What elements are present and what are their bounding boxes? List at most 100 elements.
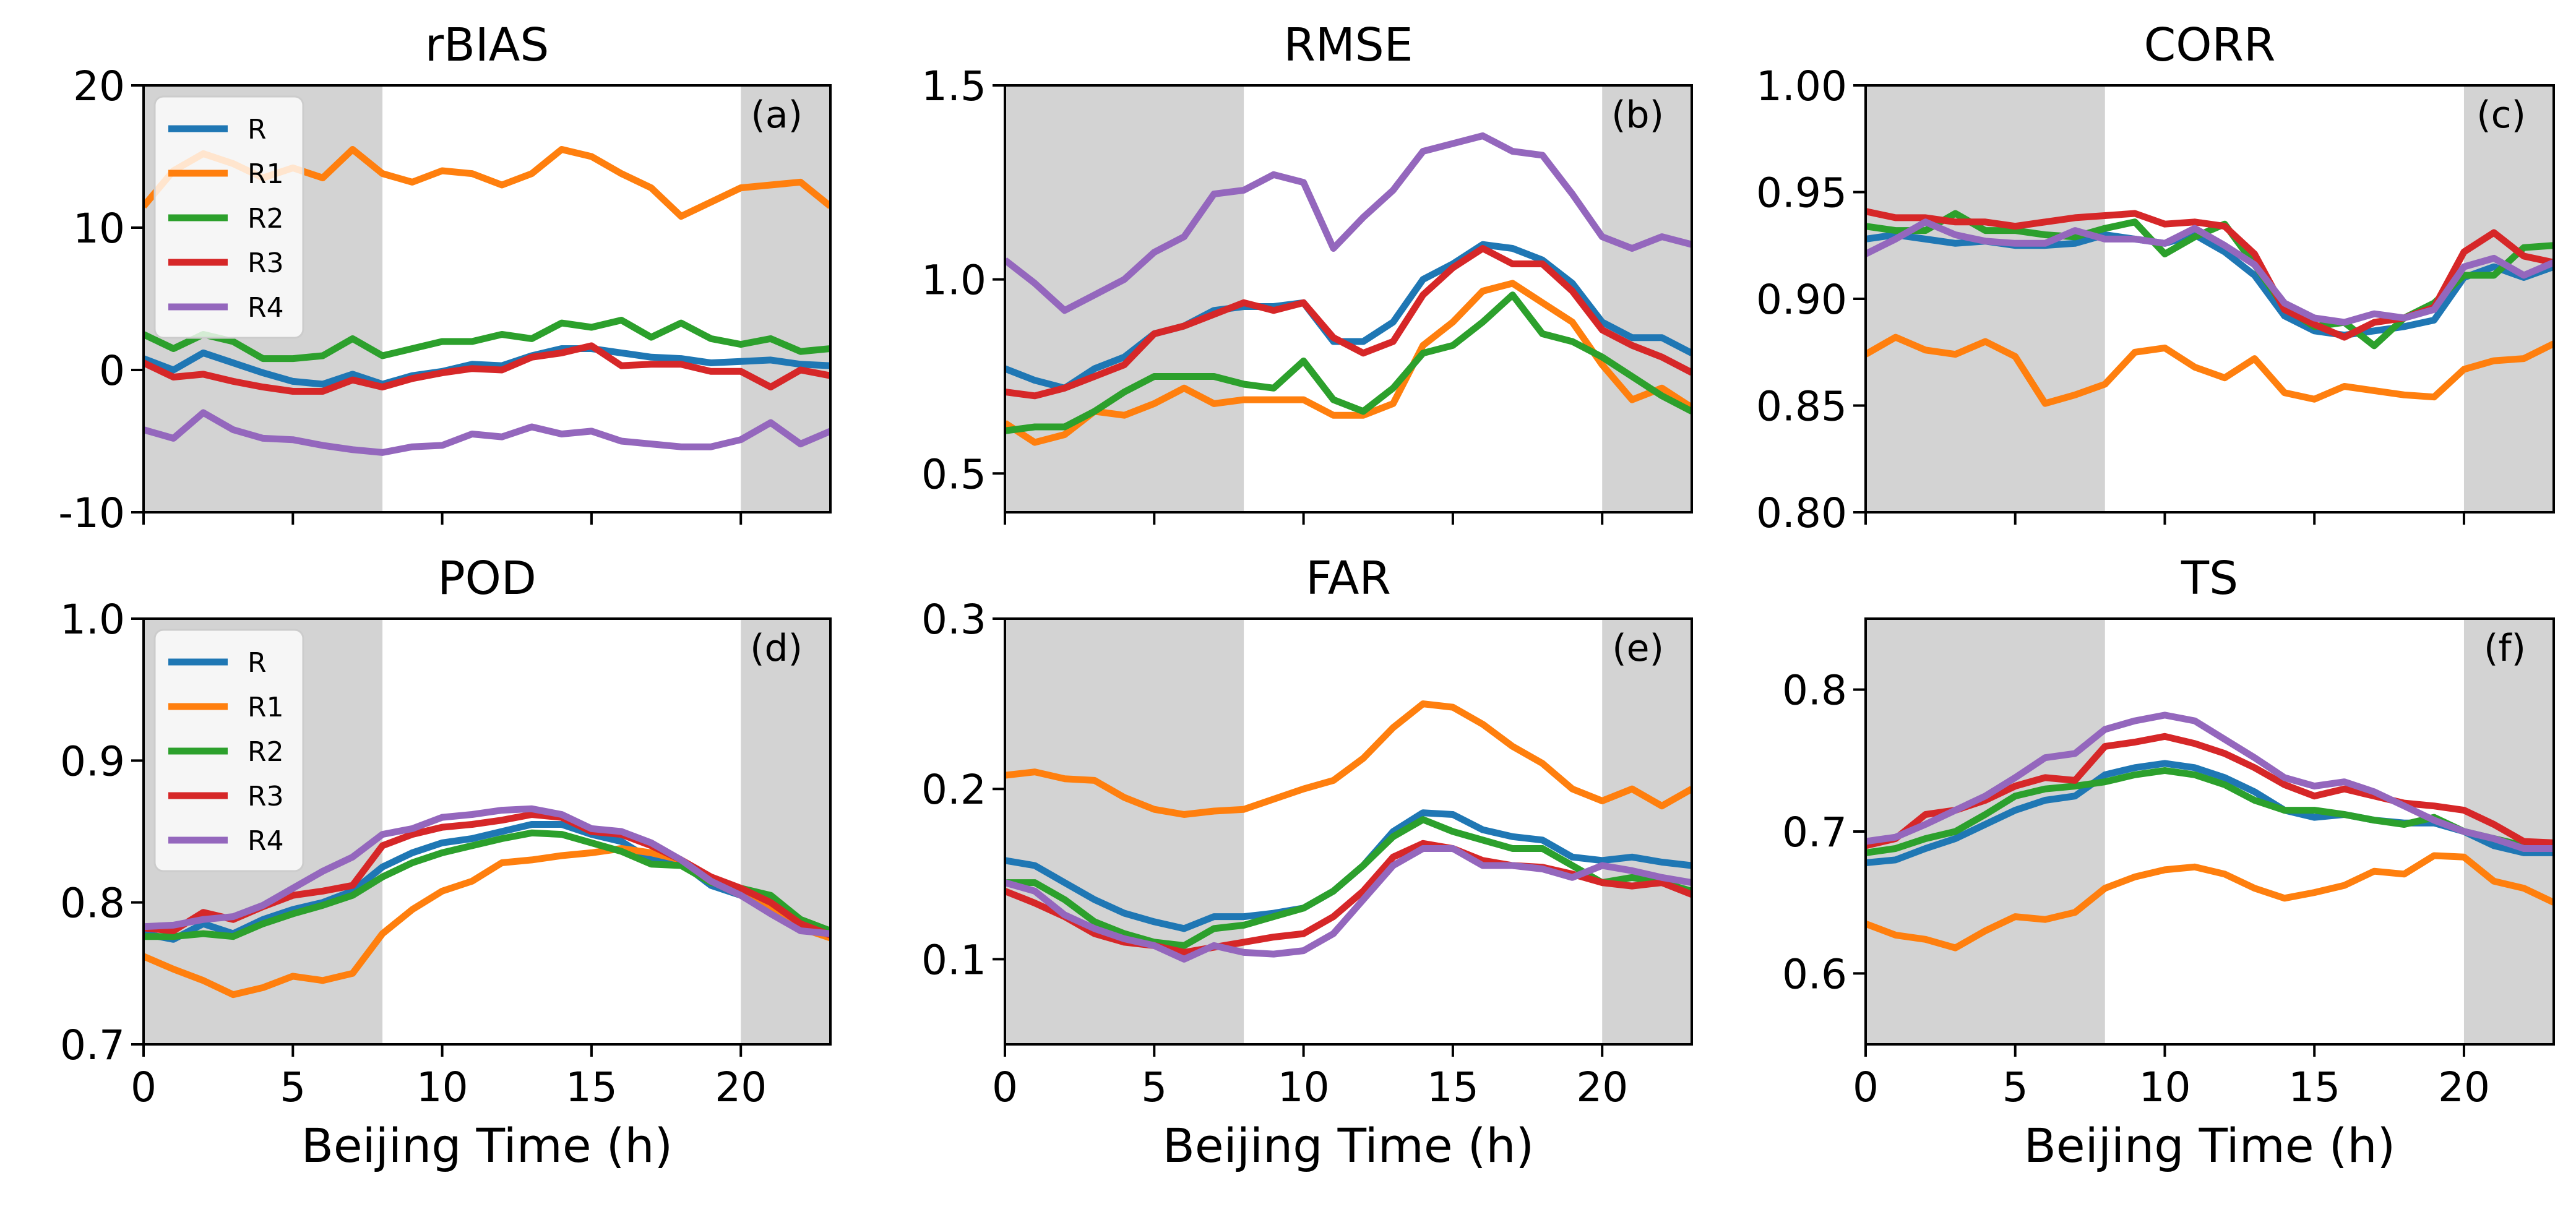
shaded-band: [1005, 85, 1244, 512]
y-tick-label: 0.7: [60, 1021, 125, 1069]
x-tick-label: 20: [2438, 1064, 2490, 1111]
series-line-r4: [1005, 845, 1692, 963]
y-tick-label: 0.2: [921, 766, 986, 814]
series-line-r3: [144, 342, 830, 395]
legend: R R1 R2 R3 R4: [153, 95, 304, 339]
legend-label: R3: [248, 247, 284, 279]
shaded-band: [741, 85, 830, 512]
legend-label: R2: [248, 203, 284, 234]
legend-label: R2: [248, 736, 284, 768]
panel-label: (c): [2476, 93, 2526, 137]
legend-label: R4: [248, 292, 284, 324]
y-tick-label: 0.5: [921, 450, 986, 498]
series-group: [144, 805, 830, 999]
y-tick-label: 0.6: [1782, 950, 1847, 998]
shaded-band: [741, 619, 830, 1044]
x-tick-label: 10: [2139, 1064, 2190, 1111]
axes-frame: [1004, 84, 1693, 514]
x-tick-label: 20: [1576, 1064, 1628, 1111]
axes-frame: [142, 84, 832, 514]
x-tick-label: 5: [1141, 1064, 1167, 1111]
y-tick-label: 0.1: [921, 936, 986, 984]
x-tick-label: 0: [1853, 1064, 1879, 1111]
legend-box: [153, 629, 304, 872]
x-tick-label: 5: [280, 1064, 306, 1111]
series-line-r2: [1005, 816, 1692, 949]
x-tick-label: 10: [416, 1064, 468, 1111]
x-tick-label: 15: [566, 1064, 618, 1111]
y-tick-label: 0.3: [921, 596, 986, 643]
panel-a: -10 0 10 20 rBIAS (a) R R1 R2 R3 R4: [58, 19, 832, 537]
x-tick-label: 5: [2002, 1064, 2028, 1111]
series-line-r1: [1866, 333, 2554, 407]
series-line-r2: [144, 317, 830, 363]
series-line-r1: [1866, 852, 2554, 952]
y-tick-label: 1.00: [1756, 62, 1847, 110]
legend: R R1 R2 R3 R4: [153, 629, 304, 872]
y-tick-label: 0.9: [60, 737, 125, 785]
y-tick-label: 0: [99, 347, 125, 395]
series-group: [1005, 700, 1692, 963]
shaded-band: [1602, 619, 1692, 1044]
legend-box: [153, 95, 304, 339]
series-line-r4: [1866, 218, 2554, 326]
series-group: [1866, 208, 2554, 407]
x-tick-label: 0: [992, 1064, 1018, 1111]
legend-label: R1: [248, 692, 284, 723]
legend-label: R: [248, 114, 267, 145]
panel-d: 0 5 10 15 20 0.7 0.8 0.9 1.0 POD (d) Beijing Time (…: [60, 552, 832, 1173]
panel-label: (e): [1612, 627, 1664, 670]
series-line-r4: [144, 805, 830, 937]
y-tick-label: 0.90: [1756, 276, 1847, 324]
y-tick-label: 0.8: [60, 880, 125, 927]
chart-title: FAR: [1306, 552, 1391, 605]
series-group: [1005, 132, 1692, 446]
y-tick-label: 0.95: [1756, 170, 1847, 217]
x-axis-label: Beijing Time (h): [1163, 1118, 1534, 1173]
series-line-r: [144, 345, 830, 388]
series-line-r2: [1005, 291, 1692, 434]
panel-e: 0 5 10 15 20 0.1 0.2 0.3 FAR (e) Beijing Time (h): [921, 552, 1693, 1173]
legend-label: R3: [248, 781, 284, 812]
chart-title: rBIAS: [425, 19, 549, 72]
y-tick-label: 10: [73, 205, 125, 252]
series-line-r4: [144, 409, 830, 456]
x-tick-label: 15: [1427, 1064, 1479, 1111]
panel-f: 0 5 10 15 20 0.6 0.7 0.8 TS (f) Beijing Time (h): [1782, 552, 2555, 1173]
x-tick-label: 10: [1278, 1064, 1330, 1111]
chart-title: RMSE: [1284, 19, 1413, 72]
y-tick-label: 1.0: [60, 596, 125, 643]
chart-title: CORR: [2144, 19, 2276, 72]
panel-b: 0.5 1.0 1.5 RMSE (b): [921, 19, 1693, 525]
y-tick-label: 1.0: [921, 257, 986, 304]
y-tick-label: 0.7: [1782, 809, 1847, 856]
x-axis-label: Beijing Time (h): [2024, 1118, 2395, 1173]
chart-title: POD: [437, 552, 536, 605]
y-tick-label: 1.5: [921, 62, 986, 110]
y-tick-label: 20: [73, 62, 125, 110]
shaded-band: [1602, 85, 1692, 512]
series-line-r1: [1005, 700, 1692, 818]
x-axis-label: Beijing Time (h): [301, 1118, 673, 1173]
shaded-band: [1005, 619, 1244, 1044]
series-line-r4: [1005, 132, 1692, 314]
x-tick-label: 20: [715, 1064, 767, 1111]
series-line-r: [1005, 241, 1692, 392]
y-tick-label: 0.85: [1756, 383, 1847, 431]
x-tick-label: 0: [131, 1064, 157, 1111]
panel-c: 0.80 0.85 0.90 0.95 1.00 CORR (c): [1756, 19, 2555, 537]
y-tick-label: -10: [58, 489, 125, 537]
axes-frame: [142, 617, 832, 1046]
y-tick-label: 0.80: [1756, 489, 1847, 537]
panel-label: (d): [750, 627, 803, 670]
panel-label: (a): [751, 93, 803, 137]
series-line-r1: [1005, 280, 1692, 446]
panel-label: (f): [2484, 627, 2526, 670]
legend-label: R: [248, 647, 267, 679]
series-group: [1866, 711, 2554, 952]
series-line-r3: [1005, 245, 1692, 400]
shaded-band: [1866, 85, 2105, 512]
legend-label: R1: [248, 158, 284, 190]
legend-label: R4: [248, 825, 284, 857]
